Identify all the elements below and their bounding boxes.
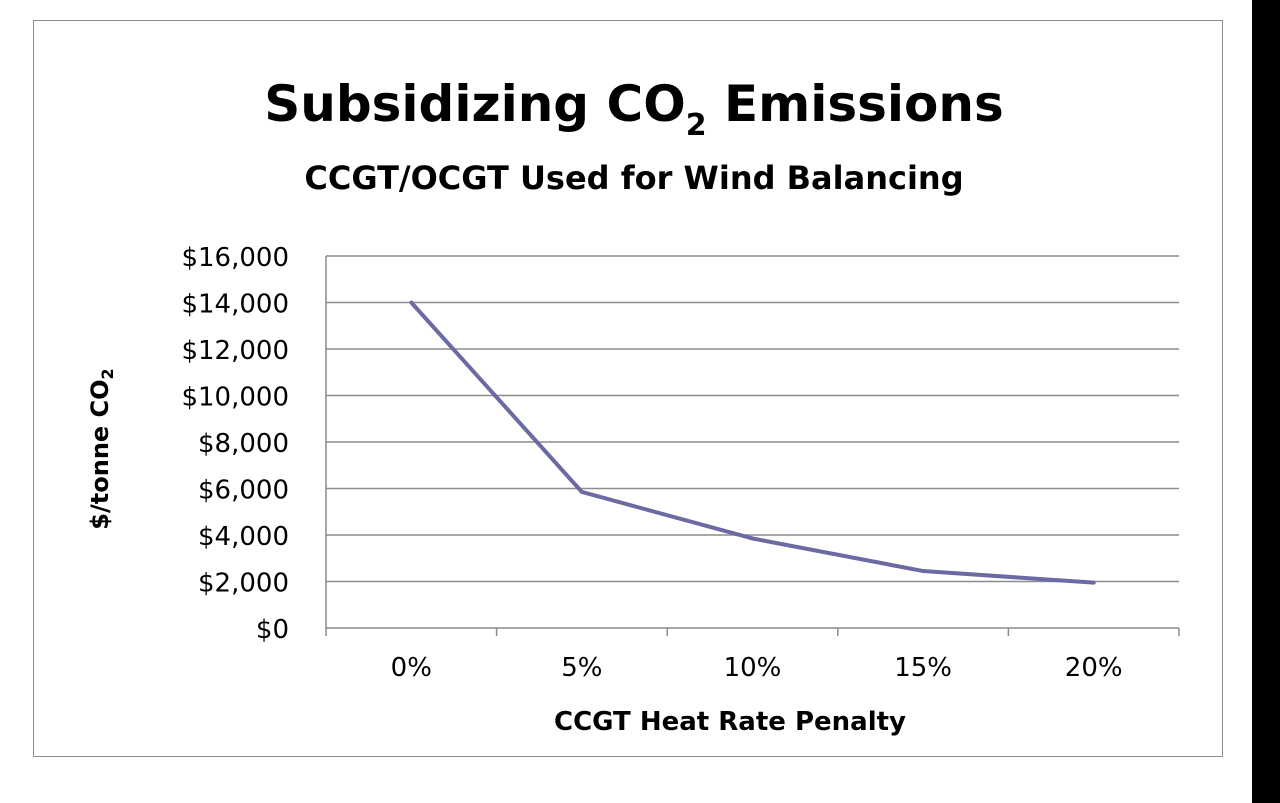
x-tick-label: 10% xyxy=(724,653,782,683)
series xyxy=(409,300,1096,585)
x-axis-title: CCGT Heat Rate Penalty xyxy=(554,707,906,737)
x-tick-label: 15% xyxy=(894,653,952,683)
screen-edge-bar xyxy=(1252,0,1280,803)
axes xyxy=(325,256,1180,636)
y-tick-label: $12,000 xyxy=(181,336,289,366)
x-tick-label: 0% xyxy=(391,653,432,683)
y-tick-label: $16,000 xyxy=(181,243,289,273)
x-tick-label: 5% xyxy=(561,653,602,683)
chart-area: Subsidizing CO2 Emissions CCGT/OCGT Used… xyxy=(33,20,1223,757)
y-tick-label: $14,000 xyxy=(181,290,289,320)
y-tick-label: $2,000 xyxy=(198,569,289,599)
line-chart: Subsidizing CO2 Emissions CCGT/OCGT Used… xyxy=(86,75,1180,737)
y-axis-title: $/tonne CO2 xyxy=(86,368,117,529)
y-tick-label: $10,000 xyxy=(181,383,289,413)
y-tick-label: $6,000 xyxy=(198,476,289,506)
y-tick-label: $4,000 xyxy=(198,522,289,552)
x-tick-labels: 0% 5% 10% 15% 20% xyxy=(391,653,1123,683)
chart-subtitle: CCGT/OCGT Used for Wind Balancing xyxy=(304,159,963,197)
x-tick-label: 20% xyxy=(1065,653,1123,683)
y-tick-label: $0 xyxy=(256,615,289,645)
y-tick-labels: $0 $2,000 $4,000 $6,000 $8,000 $10,000 $12,000… xyxy=(181,243,289,645)
y-tick-label: $8,000 xyxy=(198,429,289,459)
chart-title: Subsidizing CO2 Emissions xyxy=(264,75,1004,143)
gridlines xyxy=(326,255,1179,583)
